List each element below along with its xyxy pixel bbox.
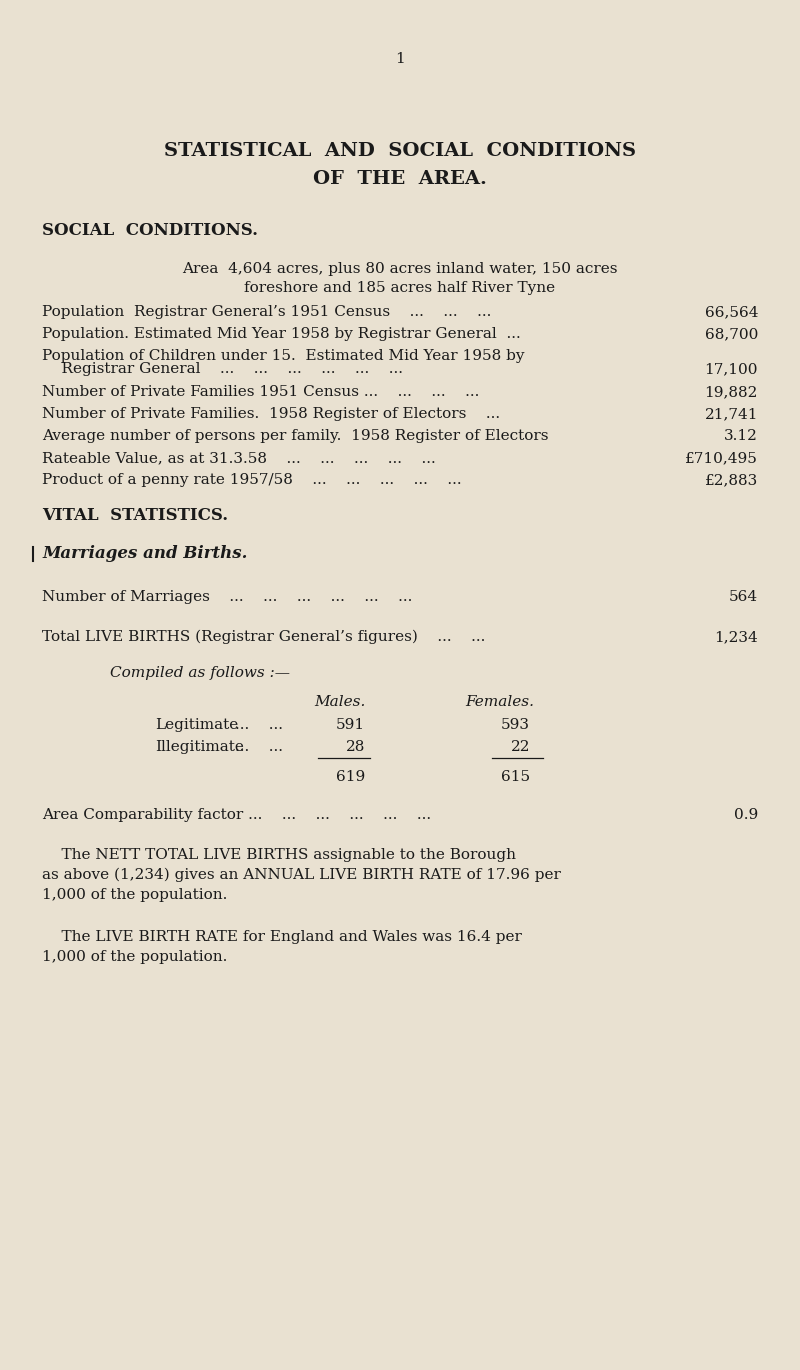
Text: foreshore and 185 acres half River Tyne: foreshore and 185 acres half River Tyne: [245, 281, 555, 295]
Text: 0.9: 0.9: [734, 808, 758, 822]
Text: 1,000 of the population.: 1,000 of the population.: [42, 949, 227, 964]
Text: ...    ...: ... ...: [235, 718, 283, 732]
Text: 593: 593: [501, 718, 530, 732]
Text: Population. Estimated Mid Year 1958 by Registrar General  ...: Population. Estimated Mid Year 1958 by R…: [42, 327, 521, 341]
Text: 21,741: 21,741: [705, 407, 758, 421]
Text: The NETT TOTAL LIVE BIRTHS assignable to the Borough: The NETT TOTAL LIVE BIRTHS assignable to…: [42, 848, 516, 862]
Text: Number of Marriages    ...    ...    ...    ...    ...    ...: Number of Marriages ... ... ... ... ... …: [42, 590, 412, 604]
Text: 19,882: 19,882: [705, 385, 758, 399]
Text: Area Comparability factor ...    ...    ...    ...    ...    ...: Area Comparability factor ... ... ... ..…: [42, 808, 431, 822]
Text: VITAL  STATISTICS.: VITAL STATISTICS.: [42, 507, 228, 523]
Text: £710,495: £710,495: [685, 451, 758, 464]
Text: 22: 22: [510, 740, 530, 754]
Text: 1: 1: [395, 52, 405, 66]
Text: Legitimate: Legitimate: [155, 718, 238, 732]
Text: The LIVE BIRTH RATE for England and Wales was 16.4 per: The LIVE BIRTH RATE for England and Wale…: [42, 930, 522, 944]
Text: 564: 564: [729, 590, 758, 604]
Text: 66,564: 66,564: [705, 306, 758, 319]
Text: Area  4,604 acres, plus 80 acres inland water, 150 acres: Area 4,604 acres, plus 80 acres inland w…: [182, 262, 618, 275]
Text: 17,100: 17,100: [705, 362, 758, 375]
Text: Number of Private Families.  1958 Register of Electors    ...: Number of Private Families. 1958 Registe…: [42, 407, 500, 421]
Text: Product of a penny rate 1957/58    ...    ...    ...    ...    ...: Product of a penny rate 1957/58 ... ... …: [42, 473, 462, 486]
Text: Population of Children under 15.  Estimated Mid Year 1958 by: Population of Children under 15. Estimat…: [42, 349, 525, 363]
Text: Compiled as follows :—: Compiled as follows :—: [110, 666, 290, 680]
Text: Average number of persons per family.  1958 Register of Electors: Average number of persons per family. 19…: [42, 429, 549, 443]
Text: STATISTICAL  AND  SOCIAL  CONDITIONS: STATISTICAL AND SOCIAL CONDITIONS: [164, 142, 636, 160]
Text: Number of Private Families 1951 Census ...    ...    ...    ...: Number of Private Families 1951 Census .…: [42, 385, 479, 399]
Text: 28: 28: [346, 740, 365, 754]
Text: Marriages and Births.: Marriages and Births.: [42, 545, 247, 562]
Text: Population  Registrar General’s 1951 Census    ...    ...    ...: Population Registrar General’s 1951 Cens…: [42, 306, 491, 319]
Text: as above (1,234) gives an ANNUAL LIVE BIRTH RATE of 17.96 per: as above (1,234) gives an ANNUAL LIVE BI…: [42, 869, 561, 882]
Text: 619: 619: [336, 770, 365, 784]
Text: ...    ...: ... ...: [235, 740, 283, 754]
Text: Males.: Males.: [314, 695, 366, 710]
Text: Females.: Females.: [466, 695, 534, 710]
Text: Rateable Value, as at 31.3.58    ...    ...    ...    ...    ...: Rateable Value, as at 31.3.58 ... ... ..…: [42, 451, 436, 464]
Text: 1,234: 1,234: [714, 630, 758, 644]
Text: 615: 615: [501, 770, 530, 784]
Text: 68,700: 68,700: [705, 327, 758, 341]
Text: SOCIAL  CONDITIONS.: SOCIAL CONDITIONS.: [42, 222, 258, 238]
Text: 3.12: 3.12: [724, 429, 758, 443]
Text: £2,883: £2,883: [705, 473, 758, 486]
Text: Registrar General    ...    ...    ...    ...    ...    ...: Registrar General ... ... ... ... ... ..…: [42, 362, 403, 375]
Text: Illegitimate: Illegitimate: [155, 740, 244, 754]
Text: Total LIVE BIRTHS (Registrar General’s figures)    ...    ...: Total LIVE BIRTHS (Registrar General’s f…: [42, 630, 486, 644]
Text: 1,000 of the population.: 1,000 of the population.: [42, 888, 227, 901]
Text: 591: 591: [336, 718, 365, 732]
Text: OF  THE  AREA.: OF THE AREA.: [313, 170, 487, 188]
